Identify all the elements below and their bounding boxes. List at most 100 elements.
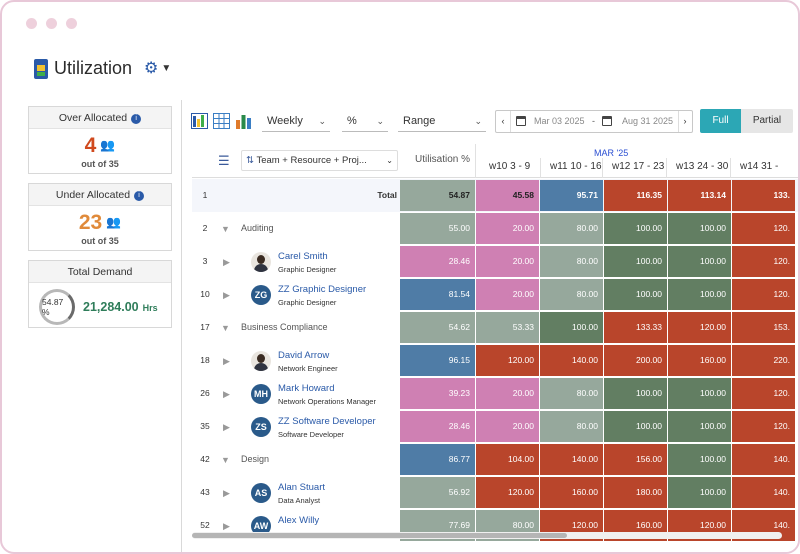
resource-row[interactable]: 18 ▶ David Arrow Network Engineer 96.15 120.0… [192,344,798,377]
expand-icon[interactable]: ▶ [223,422,230,432]
collapse-all-icon[interactable]: ☰ [218,153,230,168]
team-row[interactable]: 42 ▼ Design 86.77 104.00 140.00 156.00 100.00 14… [192,443,798,476]
window-dot-icon[interactable] [66,18,77,29]
week-value-cell[interactable]: 120. [732,213,795,244]
week-value-cell[interactable]: 100.00 [668,477,731,508]
week-value-cell[interactable]: 20.00 [476,279,539,310]
period-select[interactable]: Weekly ⌄ [262,110,330,132]
week-value-cell[interactable]: 120. [732,411,795,442]
week-value-cell[interactable]: 140.00 [540,345,603,376]
collapse-icon[interactable]: ▼ [221,455,230,465]
collapse-icon[interactable]: ▼ [221,323,230,333]
team-row[interactable]: 2 ▼ Auditing 55.00 20.00 80.00 100.00 100.00 120… [192,212,798,245]
week-value-cell[interactable]: 116.35 [604,180,667,211]
start-date[interactable]: Mar 03 2025 [534,116,585,126]
resource-row[interactable]: 43 ▶ AS Alan Stuart Data Analyst 56.92 120.00 1… [192,476,798,509]
chevron-left-icon[interactable]: ‹ [501,116,505,126]
utilisation-cell[interactable]: 39.23 [400,378,475,409]
resource-row[interactable]: 35 ▶ ZS ZZ Software Developer Software Devel… [192,410,798,443]
resource-name-link[interactable]: Mark Howard [278,383,335,394]
chevron-down-icon[interactable]: ▼ [161,63,172,74]
week-value-cell[interactable]: 113.14 [668,180,731,211]
utilisation-cell[interactable]: 54.62 [400,312,475,343]
week-value-cell[interactable]: 120.00 [476,477,539,508]
week-value-cell[interactable]: 180.00 [604,477,667,508]
week-value-cell[interactable]: 220. [732,345,795,376]
week-value-cell[interactable]: 80.00 [540,411,603,442]
week-value-cell[interactable]: 53.33 [476,312,539,343]
week-value-cell[interactable]: 100.00 [668,279,731,310]
week-value-cell[interactable]: 104.00 [476,444,539,475]
week-value-cell[interactable]: 200.00 [604,345,667,376]
expand-icon[interactable]: ▶ [223,521,230,531]
info-icon[interactable]: i [131,114,142,124]
table-view-icon[interactable] [213,113,230,129]
week-value-cell[interactable]: 20.00 [476,411,539,442]
resource-row[interactable]: 10 ▶ ZG ZZ Graphic Designer Graphic Designer… [192,278,798,311]
week-value-cell[interactable]: 80.00 [540,246,603,277]
chevron-right-icon[interactable]: › [683,116,687,126]
range-select[interactable]: Range ⌄ [398,110,486,132]
week-value-cell[interactable]: 100.00 [668,213,731,244]
resource-row[interactable]: 3 ▶ Carel Smith Graphic Designer 28.46 20.00 8… [192,245,798,278]
info-icon[interactable]: i [134,191,145,201]
week-value-cell[interactable]: 100.00 [604,246,667,277]
week-value-cell[interactable]: 133.33 [604,312,667,343]
week-value-cell[interactable]: 100.00 [540,312,603,343]
resource-row[interactable]: 26 ▶ MH Mark Howard Network Operations Manag… [192,377,798,410]
grid-chart-view-icon[interactable] [191,113,208,129]
week-value-cell[interactable]: 133. [732,180,795,211]
utilisation-cell[interactable]: 28.46 [400,411,475,442]
resource-name-link[interactable]: Carel Smith [278,251,328,262]
utilisation-cell[interactable]: 81.54 [400,279,475,310]
total-row[interactable]: 1 Total 54.87 45.58 95.71 116.35 113.14 133. [192,179,798,212]
week-value-cell[interactable]: 100.00 [604,378,667,409]
resource-name-link[interactable]: David Arrow [278,350,330,361]
week-value-cell[interactable]: 100.00 [668,444,731,475]
utilisation-cell[interactable]: 28.46 [400,246,475,277]
window-dot-icon[interactable] [26,18,37,29]
week-value-cell[interactable]: 100.00 [604,279,667,310]
calendar-icon[interactable] [516,116,526,126]
expand-icon[interactable]: ▶ [223,356,230,366]
team-row[interactable]: 17 ▼ Business Compliance 54.62 53.33 100.00 13… [192,311,798,344]
week-value-cell[interactable]: 160.00 [668,345,731,376]
week-value-cell[interactable]: 45.58 [476,180,539,211]
utilisation-cell[interactable]: 86.77 [400,444,475,475]
full-toggle-button[interactable]: Full [700,109,741,133]
expand-icon[interactable]: ▶ [223,257,230,267]
week-value-cell[interactable]: 80.00 [540,279,603,310]
bar-chart-icon[interactable] [235,113,252,129]
week-value-cell[interactable]: 20.00 [476,246,539,277]
partial-toggle-button[interactable]: Partial [741,109,793,133]
resource-name-link[interactable]: ZZ Graphic Designer [278,284,367,295]
week-value-cell[interactable]: 160.00 [540,477,603,508]
week-value-cell[interactable]: 100.00 [604,411,667,442]
utilisation-cell[interactable]: 54.87 [400,180,475,211]
week-value-cell[interactable]: 100.00 [668,411,731,442]
week-value-cell[interactable]: 95.71 [540,180,603,211]
week-value-cell[interactable]: 20.00 [476,213,539,244]
gear-icon[interactable]: ⚙ [144,59,159,77]
week-value-cell[interactable]: 140.00 [540,444,603,475]
week-value-cell[interactable]: 140. [732,444,795,475]
window-dot-icon[interactable] [46,18,57,29]
week-value-cell[interactable]: 100.00 [604,213,667,244]
utilisation-cell[interactable]: 55.00 [400,213,475,244]
unit-select[interactable]: % ⌄ [342,110,388,132]
week-value-cell[interactable]: 120. [732,378,795,409]
resource-name-link[interactable]: ZZ Software Developer [278,416,376,427]
collapse-icon[interactable]: ▼ [221,224,230,234]
expand-icon[interactable]: ▶ [223,389,230,399]
week-value-cell[interactable]: 153. [732,312,795,343]
week-value-cell[interactable]: 120. [732,279,795,310]
week-value-cell[interactable]: 120. [732,246,795,277]
week-value-cell[interactable]: 140. [732,477,795,508]
week-value-cell[interactable]: 80.00 [540,213,603,244]
expand-icon[interactable]: ▶ [223,488,230,498]
week-value-cell[interactable]: 156.00 [604,444,667,475]
group-by-select[interactable]: ⇅ Team + Resource + Proj... ⌄ [241,150,398,171]
expand-icon[interactable]: ▶ [223,290,230,300]
resource-name-link[interactable]: Alan Stuart [278,482,325,493]
utilisation-cell[interactable]: 96.15 [400,345,475,376]
